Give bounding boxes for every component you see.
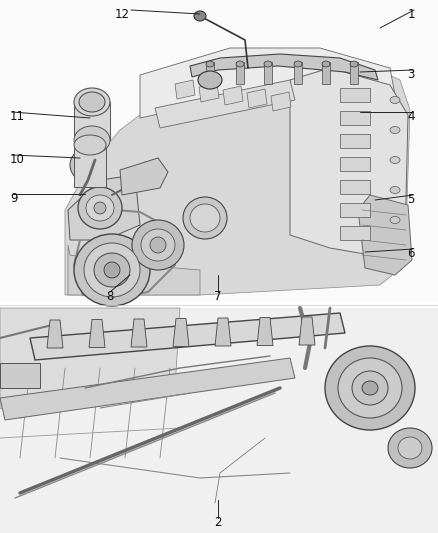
Ellipse shape <box>264 61 272 67</box>
Text: 9: 9 <box>10 192 18 205</box>
Text: 1: 1 <box>407 8 415 21</box>
Ellipse shape <box>390 187 400 193</box>
Text: 6: 6 <box>407 247 415 260</box>
Text: 4: 4 <box>407 110 415 123</box>
Bar <box>340 180 370 194</box>
Ellipse shape <box>338 358 402 418</box>
Polygon shape <box>140 48 395 118</box>
Ellipse shape <box>206 61 214 67</box>
Bar <box>340 203 370 217</box>
Polygon shape <box>175 80 195 99</box>
Polygon shape <box>215 318 231 346</box>
Ellipse shape <box>325 346 415 430</box>
Ellipse shape <box>79 92 105 112</box>
Ellipse shape <box>74 126 110 154</box>
Ellipse shape <box>388 428 432 468</box>
Bar <box>340 111 370 125</box>
Bar <box>264 62 272 84</box>
Text: 7: 7 <box>214 290 222 303</box>
Bar <box>0 0 438 302</box>
Polygon shape <box>199 83 219 102</box>
Bar <box>0 308 438 533</box>
Text: 11: 11 <box>10 110 25 123</box>
Bar <box>340 226 370 240</box>
Bar <box>350 62 358 84</box>
Polygon shape <box>68 245 200 295</box>
Bar <box>340 88 370 102</box>
Polygon shape <box>271 92 291 111</box>
Polygon shape <box>358 195 412 275</box>
Polygon shape <box>223 86 243 105</box>
Ellipse shape <box>322 61 330 67</box>
Ellipse shape <box>398 437 422 459</box>
Ellipse shape <box>74 88 110 116</box>
Ellipse shape <box>132 220 184 270</box>
Text: 12: 12 <box>115 8 130 21</box>
Ellipse shape <box>86 195 114 221</box>
Bar <box>322 62 330 84</box>
Ellipse shape <box>352 371 388 405</box>
Polygon shape <box>131 319 147 347</box>
Ellipse shape <box>190 204 220 232</box>
Ellipse shape <box>362 381 378 395</box>
Polygon shape <box>65 58 410 295</box>
Polygon shape <box>173 319 189 346</box>
Polygon shape <box>299 317 315 345</box>
Polygon shape <box>30 313 345 360</box>
Ellipse shape <box>350 61 358 67</box>
Polygon shape <box>155 80 295 128</box>
Ellipse shape <box>390 126 400 133</box>
Polygon shape <box>47 320 63 348</box>
Ellipse shape <box>74 135 106 155</box>
Ellipse shape <box>294 61 302 67</box>
Polygon shape <box>190 54 378 80</box>
Bar <box>294 62 302 84</box>
Polygon shape <box>290 68 408 258</box>
Ellipse shape <box>94 202 106 214</box>
Ellipse shape <box>183 197 227 239</box>
Polygon shape <box>89 319 105 348</box>
Ellipse shape <box>390 96 400 103</box>
Polygon shape <box>120 158 168 195</box>
Bar <box>206 62 214 84</box>
Polygon shape <box>257 318 273 345</box>
Text: 5: 5 <box>408 193 415 206</box>
Text: 2: 2 <box>214 516 222 529</box>
Polygon shape <box>0 308 180 418</box>
Bar <box>74 145 106 187</box>
Bar <box>74 102 110 140</box>
Polygon shape <box>0 308 438 533</box>
Bar <box>340 157 370 171</box>
Text: 8: 8 <box>106 290 114 303</box>
Text: 10: 10 <box>10 153 25 166</box>
Bar <box>236 62 244 84</box>
Ellipse shape <box>194 11 206 21</box>
Ellipse shape <box>94 253 130 287</box>
Ellipse shape <box>141 229 175 261</box>
Ellipse shape <box>70 148 106 182</box>
Text: 3: 3 <box>408 68 415 81</box>
Ellipse shape <box>74 234 150 306</box>
Ellipse shape <box>390 216 400 223</box>
Polygon shape <box>68 175 140 240</box>
Ellipse shape <box>198 71 222 89</box>
Bar <box>0 363 40 388</box>
Ellipse shape <box>150 237 166 253</box>
Ellipse shape <box>390 157 400 164</box>
Ellipse shape <box>84 243 140 297</box>
Ellipse shape <box>78 187 122 229</box>
Bar <box>340 134 370 148</box>
Polygon shape <box>0 358 295 420</box>
Polygon shape <box>247 89 267 108</box>
Ellipse shape <box>236 61 244 67</box>
Ellipse shape <box>104 262 120 278</box>
